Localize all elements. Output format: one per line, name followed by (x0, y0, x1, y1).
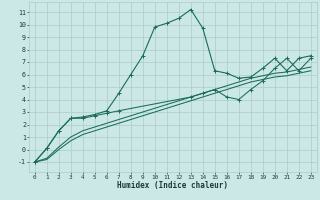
X-axis label: Humidex (Indice chaleur): Humidex (Indice chaleur) (117, 181, 228, 190)
